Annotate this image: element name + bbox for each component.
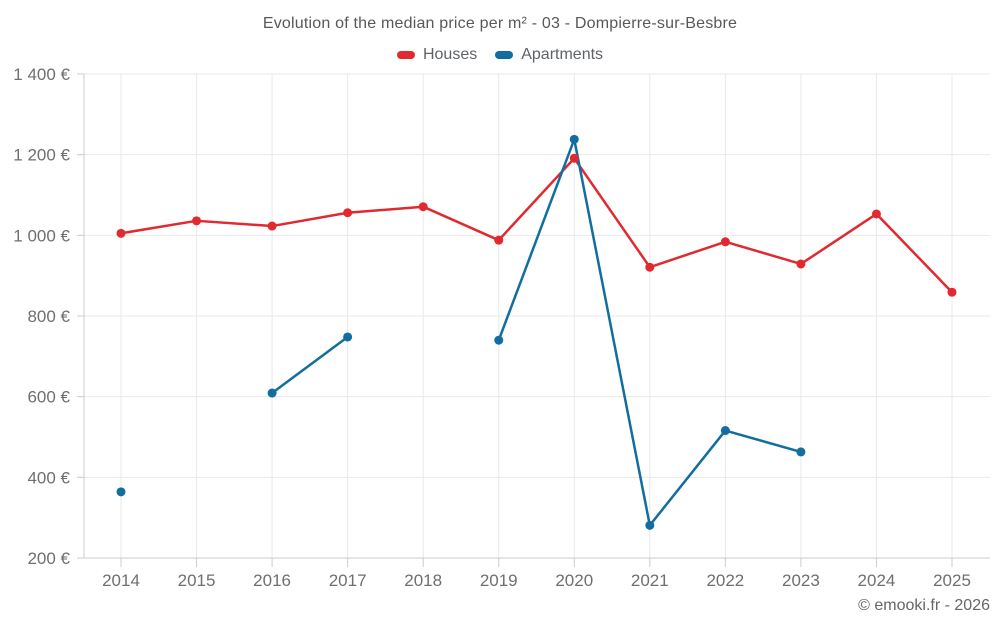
houses-point-2023[interactable] (796, 259, 806, 269)
y-axis-tick-label: 1 400 € (13, 65, 70, 84)
legend-label-houses: Houses (422, 46, 478, 63)
apartments-point-2014[interactable] (116, 487, 126, 497)
houses-point-2016[interactable] (267, 221, 277, 231)
houses-line-segment (119, 157, 954, 294)
houses-legend-swatch-icon (396, 51, 415, 59)
x-axis-tick-label: 2017 (329, 571, 367, 590)
x-axis-tick-label: 2024 (858, 571, 896, 590)
x-axis-tick-label: 2020 (555, 571, 593, 590)
houses-point-2015[interactable] (192, 216, 202, 226)
legend-item-apartments[interactable]: Apartments (495, 46, 603, 64)
chart-title: Evolution of the median price per m² - 0… (262, 15, 738, 32)
apartments-legend-swatch-icon (495, 51, 514, 59)
apartments-line-segment (270, 335, 349, 395)
houses-point-2018[interactable] (418, 202, 428, 212)
apartments-point-2022[interactable] (720, 426, 730, 436)
apartments-point-2023[interactable] (796, 447, 806, 457)
x-axis-tick-label: 2025 (933, 571, 971, 590)
x-axis-tick-label: 2018 (404, 571, 442, 590)
x-axis-tick-label: 2015 (178, 571, 216, 590)
houses-point-2022[interactable] (720, 237, 730, 247)
x-axis-tick-label: 2014 (102, 571, 140, 590)
x-axis-tick-label: 2022 (706, 571, 744, 590)
y-axis-tick-label: 200 € (27, 549, 70, 568)
legend-item-houses[interactable]: Houses (396, 46, 478, 64)
houses-point-2020[interactable] (569, 153, 579, 163)
y-axis-tick-label: 1 200 € (13, 146, 70, 165)
houses-point-2014[interactable] (116, 228, 126, 238)
y-axis-tick-label: 600 € (27, 388, 70, 407)
y-axis-tick-label: 400 € (27, 468, 70, 487)
apartments-point-2016[interactable] (267, 388, 277, 398)
attribution-link[interactable]: © emooki.fr - 2026 (858, 597, 990, 614)
apartments-point-2020[interactable] (569, 134, 579, 144)
x-axis-tick-label: 2021 (631, 571, 669, 590)
x-axis-tick-label: 2019 (480, 571, 518, 590)
houses-point-2019[interactable] (494, 235, 504, 245)
x-axis-tick-label: 2023 (782, 571, 820, 590)
apartments-point-2019[interactable] (494, 335, 504, 345)
houses-point-2025[interactable] (947, 287, 957, 297)
x-axis-tick-label: 2016 (253, 571, 291, 590)
legend-label-apartments: Apartments (521, 46, 604, 63)
houses-point-2024[interactable] (871, 209, 881, 219)
legend: Houses Apartments (0, 46, 1000, 64)
houses-point-2021[interactable] (645, 262, 655, 272)
apartments-point-2021[interactable] (645, 520, 655, 530)
y-axis-tick-label: 800 € (27, 307, 70, 326)
houses-point-2017[interactable] (343, 208, 353, 218)
y-axis-tick-label: 1 000 € (13, 226, 70, 245)
apartments-point-2017[interactable] (343, 332, 353, 342)
